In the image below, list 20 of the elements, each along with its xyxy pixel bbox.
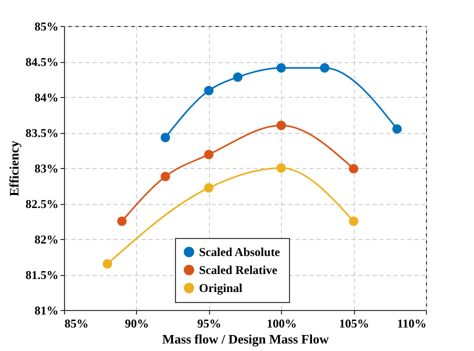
x-tick-label: 110% [397,316,426,330]
x-tick-label: 100% [266,316,297,330]
y-tick-label: 82.5% [26,197,58,211]
y-tick-label: 83% [34,162,58,176]
x-tick-label: 95% [197,316,222,330]
y-tick-label: 84% [34,90,58,104]
x-tick-label: 105% [339,316,370,330]
y-tick-label: 81% [34,304,58,318]
x-tick-label: 90% [124,316,149,330]
legend-label: Original [199,281,243,295]
legend-label: Scaled Absolute [199,245,281,259]
y-tick-label: 84.5% [26,55,58,69]
x-tick-label: 85% [64,316,88,330]
y-tick-label: 85% [34,20,58,34]
x-axis-title: Mass flow / Design Mass Flow [162,332,330,346]
y-axis-title: Efficiency [6,140,22,196]
y-tick-label: 82% [34,232,58,246]
legend-label: Scaled Relative [199,263,278,277]
y-tick-label: 81.5% [26,268,58,282]
y-tick-label: 83.5% [26,126,58,140]
